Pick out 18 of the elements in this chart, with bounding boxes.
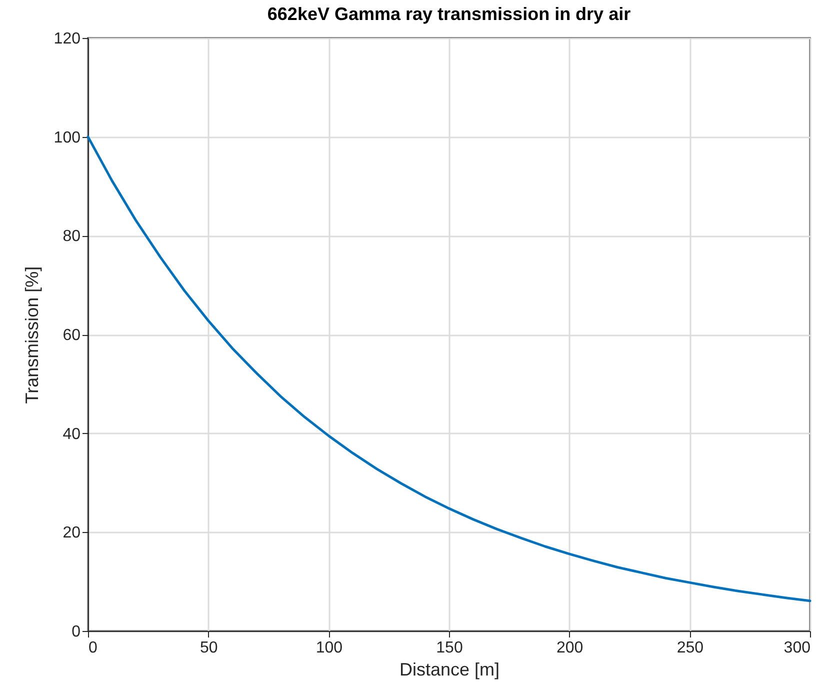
x-tick-label: 150: [436, 640, 463, 656]
y-tick-label: 40: [62, 426, 81, 443]
x-tick-label: 300: [784, 640, 811, 656]
x-tick-label: 250: [676, 640, 704, 656]
x-axis-title: Distance [m]: [399, 660, 500, 680]
y-tick-label: 0: [72, 624, 81, 640]
y-axis-title: Transmission [%]: [22, 266, 42, 404]
x-tick-label: 50: [200, 640, 218, 656]
y-tick-label: 20: [62, 524, 81, 542]
chart-title: 662keV Gamma ray transmission in dry air: [267, 4, 631, 24]
x-tick-label: 0: [88, 640, 98, 656]
y-tick-label: 60: [62, 327, 81, 344]
y-tick-label: 120: [54, 30, 81, 48]
x-tick-label: 200: [556, 640, 584, 656]
line-series: [86, 136, 812, 602]
y-tick-label: 80: [62, 228, 81, 246]
y-tick-label: 100: [54, 129, 81, 146]
x-tick-label: 100: [316, 640, 343, 656]
